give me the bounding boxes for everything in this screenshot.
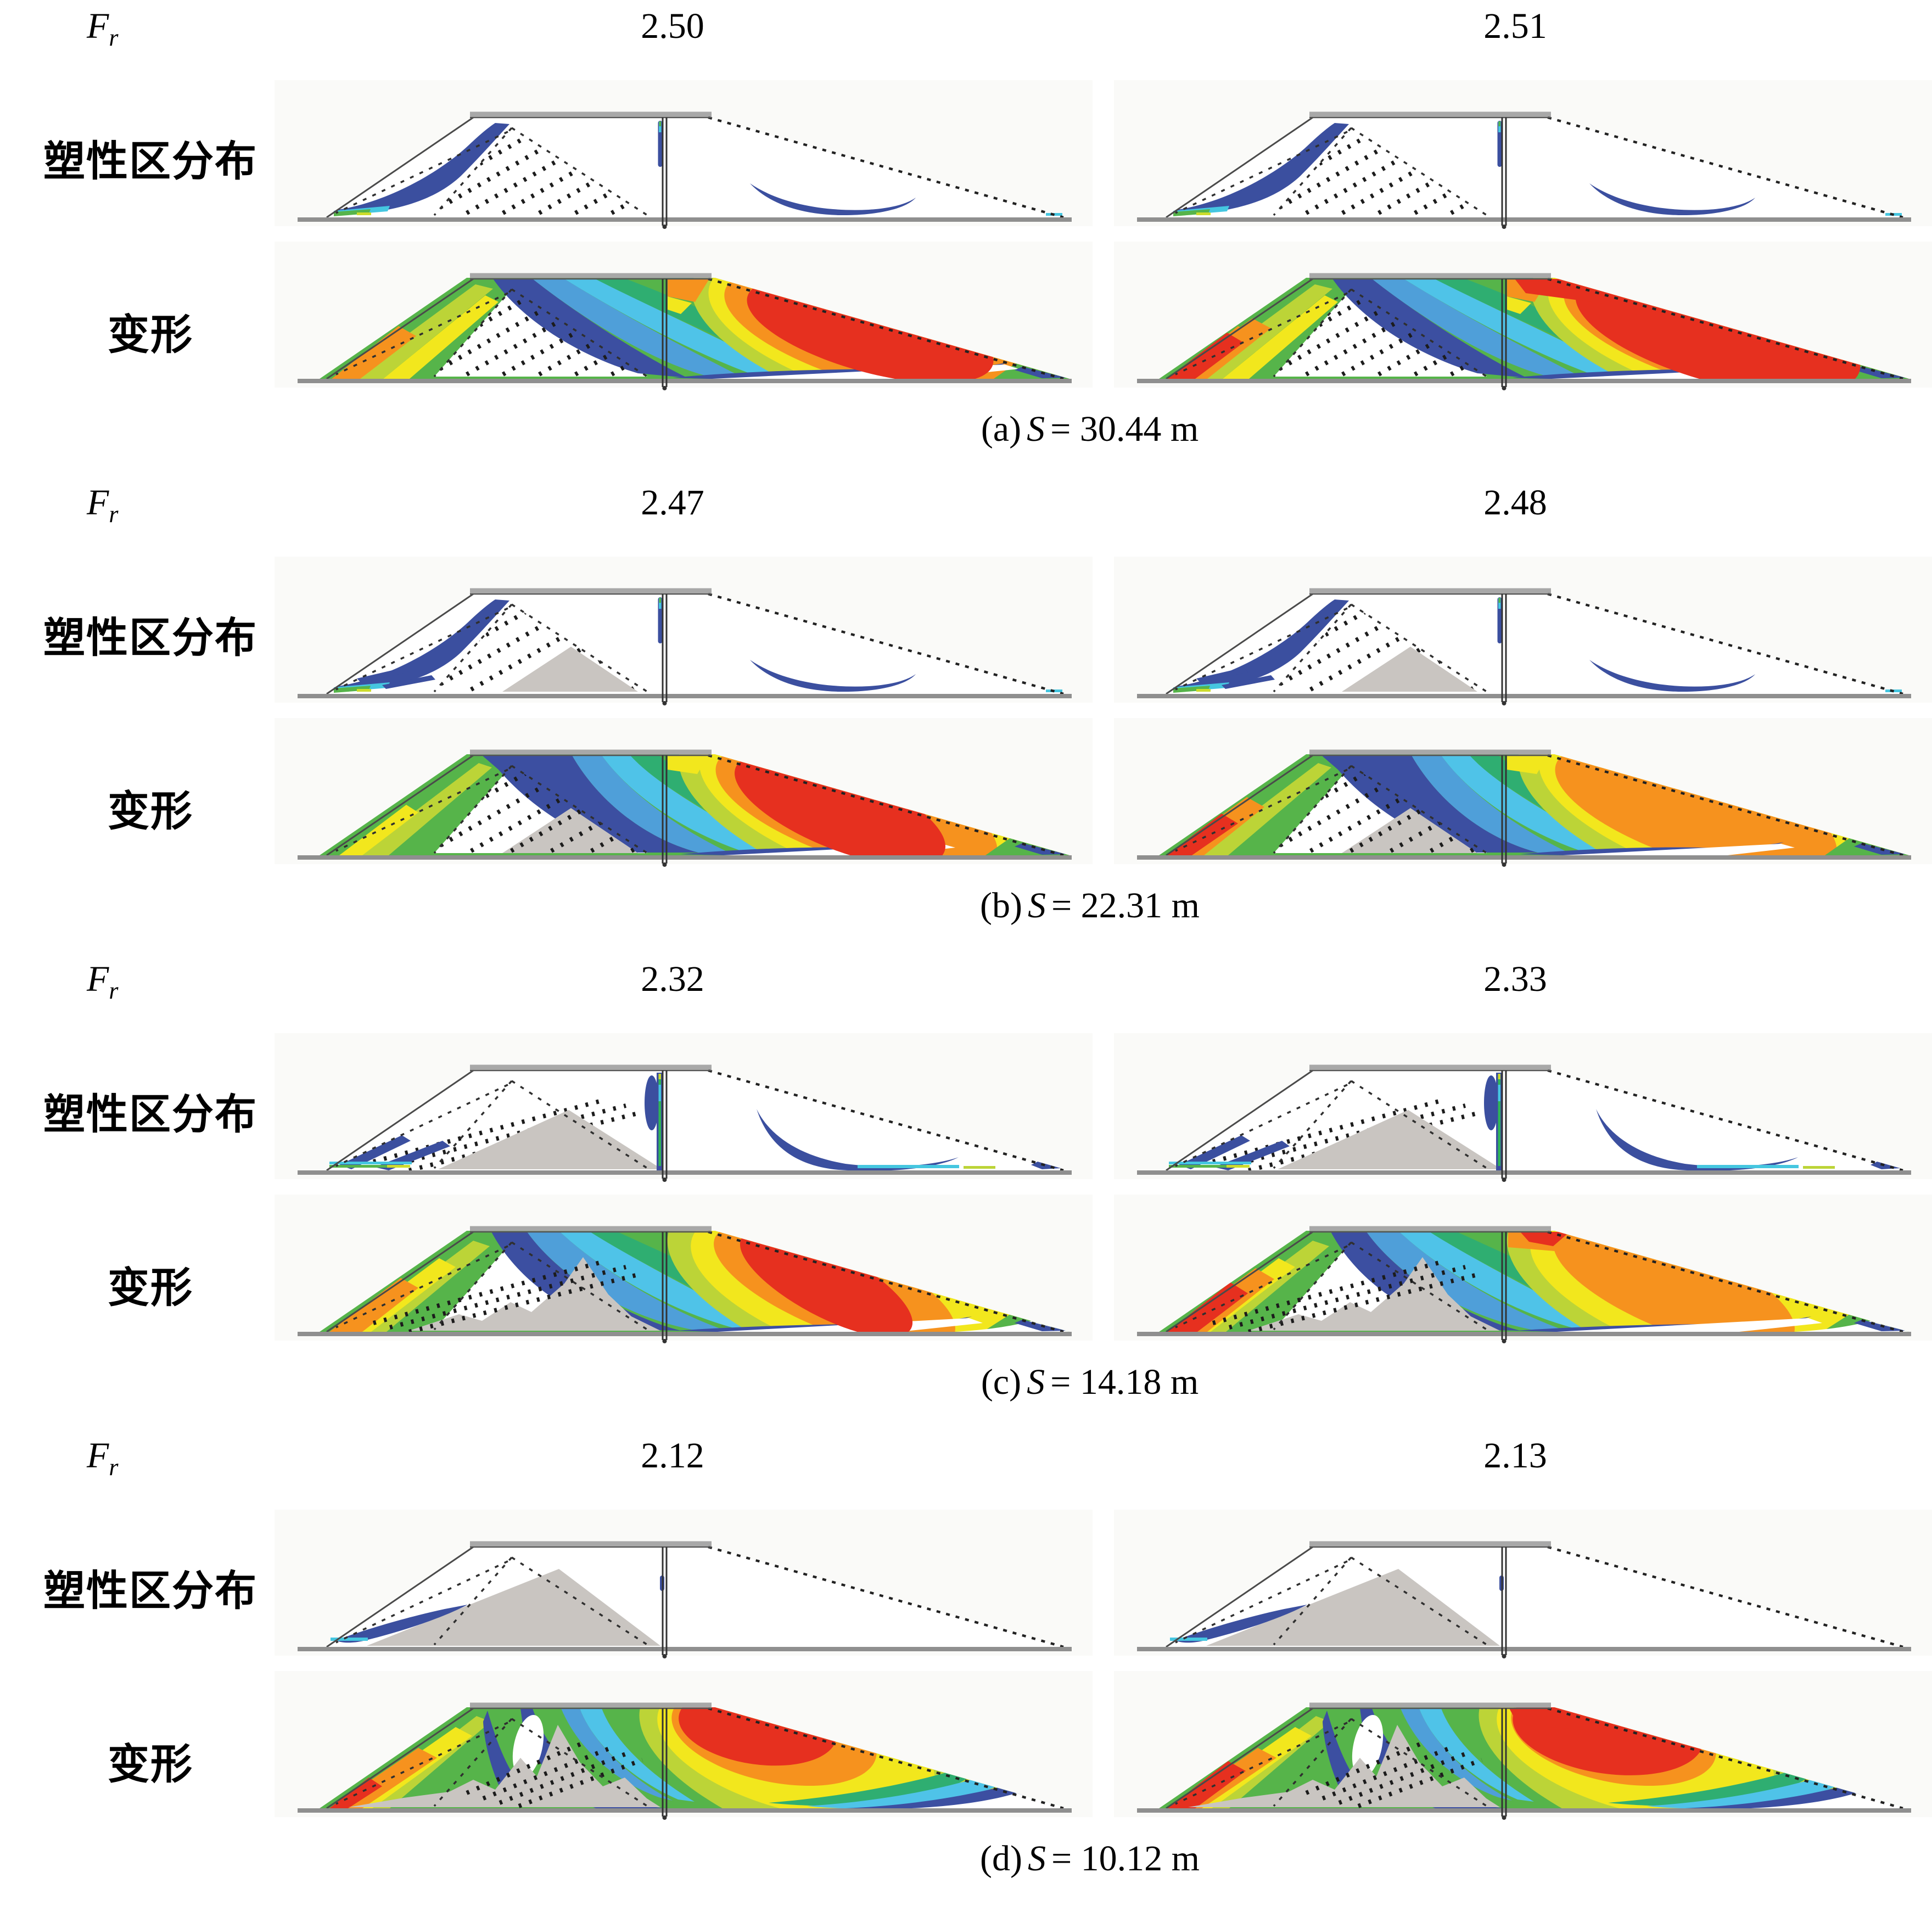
fr-value-col2: 2.33 <box>1483 959 1547 999</box>
caption-value: = 30.44 m <box>1050 409 1199 449</box>
fr-value-col2: 2.51 <box>1483 6 1547 46</box>
caption-variable: S <box>1027 1362 1045 1402</box>
group-a: Fr 2.50 2.51 塑性区分布 变形 (a) S = 30.44 m <box>0 0 1932 477</box>
plastic-zone-plot-d2 <box>1114 1510 1932 1670</box>
caption-value: = 22.31 m <box>1051 885 1200 926</box>
caption-index: (c) <box>981 1362 1022 1402</box>
plastic-zone-plot-c2 <box>1114 1033 1932 1193</box>
fr-subscript: r <box>109 977 119 1005</box>
row-label-deformation: 变形 <box>108 1741 193 1788</box>
caption-a: (a) S = 30.44 m <box>678 408 1502 450</box>
fr-label: Fr <box>87 482 118 528</box>
fr-label: Fr <box>87 5 118 52</box>
fr-subscript: r <box>109 501 119 528</box>
deformation-plot-b1 <box>275 708 1093 878</box>
fr-value-col1: 2.12 <box>641 1436 704 1476</box>
row-label-deformation: 变形 <box>108 788 193 835</box>
plastic-zone-plot-d1 <box>275 1510 1093 1670</box>
row-label-plastic-zone: 塑性区分布 <box>43 615 257 662</box>
deformation-plot-d2 <box>1114 1661 1932 1831</box>
fr-value-col2: 2.13 <box>1483 1436 1547 1476</box>
fr-symbol: F <box>87 483 109 523</box>
caption-value: = 14.18 m <box>1050 1362 1199 1402</box>
row-label-plastic-zone: 塑性区分布 <box>43 138 257 185</box>
caption-b: (b) S = 22.31 m <box>678 885 1502 927</box>
fr-value-col1: 2.32 <box>641 959 704 999</box>
caption-variable: S <box>1027 1838 1046 1879</box>
caption-index: (b) <box>979 885 1022 926</box>
plastic-zone-plot-b1 <box>275 557 1093 717</box>
fr-subscript: r <box>109 1454 119 1481</box>
group-c: Fr 2.32 2.33 塑性区分布 变形 (c) S = 14.18 m <box>0 953 1932 1430</box>
row-label-plastic-zone: 塑性区分布 <box>43 1568 257 1615</box>
caption-variable: S <box>1027 409 1045 449</box>
group-d: Fr 2.12 2.13 塑性区分布 变形 (d) S = 10.12 m <box>0 1430 1932 1906</box>
fr-value-col1: 2.50 <box>641 6 704 46</box>
caption-c: (c) S = 14.18 m <box>678 1361 1502 1403</box>
caption-value: = 10.12 m <box>1051 1838 1200 1879</box>
deformation-plot-b2 <box>1114 708 1932 878</box>
deformation-plot-c1 <box>275 1185 1093 1355</box>
deformation-plot-a2 <box>1114 232 1932 402</box>
plastic-zone-plot-b2 <box>1114 557 1932 717</box>
plastic-zone-plot-c1 <box>275 1033 1093 1193</box>
deformation-plot-a1 <box>275 232 1093 402</box>
fr-symbol: F <box>87 1436 109 1476</box>
row-label-deformation: 变形 <box>108 1265 193 1311</box>
caption-index: (d) <box>979 1838 1022 1879</box>
fr-symbol: F <box>87 959 109 999</box>
fr-label: Fr <box>87 958 118 1005</box>
fr-subscript: r <box>109 24 119 52</box>
row-label-deformation: 变形 <box>108 312 193 358</box>
fr-label: Fr <box>87 1435 118 1481</box>
row-label-plastic-zone: 塑性区分布 <box>43 1091 257 1138</box>
fr-value-col1: 2.47 <box>641 483 704 523</box>
fr-value-col2: 2.48 <box>1483 483 1547 523</box>
caption-d: (d) S = 10.12 m <box>678 1838 1502 1880</box>
fr-symbol: F <box>87 6 109 46</box>
plastic-zone-plot-a1 <box>275 80 1093 240</box>
plastic-zone-plot-a2 <box>1114 80 1932 240</box>
deformation-plot-c2 <box>1114 1185 1932 1355</box>
caption-variable: S <box>1027 885 1046 926</box>
deformation-plot-d1 <box>275 1661 1093 1831</box>
caption-index: (a) <box>981 409 1022 449</box>
group-b: Fr 2.47 2.48 塑性区分布 变形 (b) S = 22.31 m <box>0 477 1932 953</box>
